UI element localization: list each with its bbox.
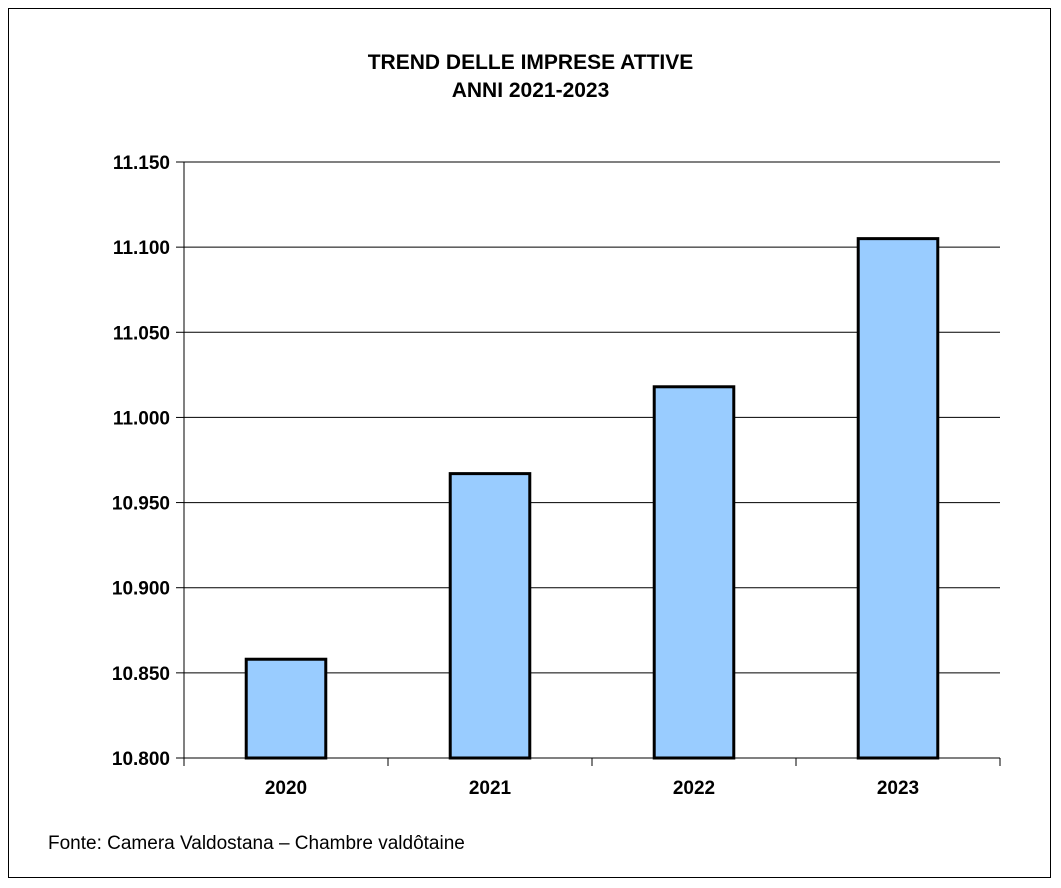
y-tick-label: 10.900 bbox=[112, 579, 170, 600]
x-tick-labels: 2020 2021 2022 2023 bbox=[265, 778, 919, 799]
y-tick-label: 10.850 bbox=[112, 664, 170, 685]
chart-subtitle: ANNI 2021-2023 bbox=[451, 79, 610, 102]
y-tick-label: 11.150 bbox=[113, 153, 170, 174]
x-tick-label: 2021 bbox=[469, 778, 512, 799]
bars bbox=[244, 237, 940, 760]
y-tick-label: 11.000 bbox=[113, 408, 170, 429]
bar bbox=[244, 657, 328, 760]
y-tick-label: 10.800 bbox=[112, 749, 170, 770]
axes bbox=[176, 161, 1001, 766]
x-tick-label: 2023 bbox=[877, 778, 919, 799]
x-tick-label: 2020 bbox=[265, 778, 307, 799]
bar bbox=[448, 472, 532, 760]
source-note: Fonte: Camera Valdostana – Chambre valdô… bbox=[48, 833, 465, 854]
y-tick-label: 11.050 bbox=[113, 323, 170, 344]
chart-title: TREND DELLE IMPRESE ATTIVE bbox=[367, 51, 694, 74]
bar bbox=[652, 385, 736, 760]
y-tick-labels: 10.800 10.850 10.900 10.950 11.000 11.050 11.1… bbox=[112, 153, 170, 770]
y-tick-label: 10.950 bbox=[112, 494, 170, 515]
x-tick-label: 2022 bbox=[673, 778, 715, 799]
bar bbox=[856, 237, 940, 760]
y-tick-label: 11.100 bbox=[113, 238, 170, 259]
